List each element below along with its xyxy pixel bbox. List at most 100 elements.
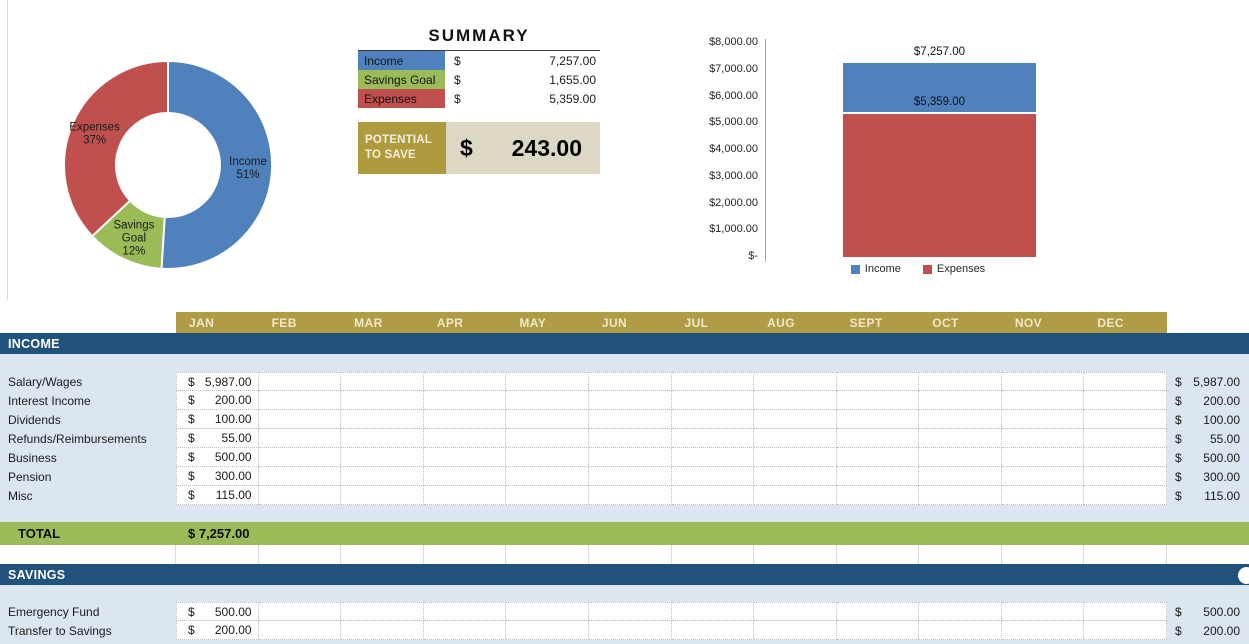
section-header-savings[interactable]: SAVINGS <box>0 564 1249 585</box>
month-empty-cell[interactable] <box>588 429 672 448</box>
donut-slice-expenses[interactable] <box>63 60 169 238</box>
month-empty-cell[interactable] <box>754 448 837 467</box>
month-empty-cell[interactable] <box>836 410 920 429</box>
row-label-cell[interactable]: Dividends <box>0 410 176 429</box>
month-empty-cell[interactable] <box>1084 448 1167 467</box>
month-header-nov[interactable]: NOV <box>1001 312 1085 333</box>
month-header-may[interactable]: MAY <box>506 312 589 333</box>
month-empty-cell[interactable] <box>588 410 672 429</box>
month-empty-cell[interactable] <box>423 602 507 621</box>
month-header-mar[interactable]: MAR <box>341 312 424 333</box>
month-empty-cell[interactable] <box>836 372 920 391</box>
month-empty-cell[interactable] <box>588 391 672 410</box>
month-empty-cell[interactable] <box>423 448 507 467</box>
month-empty-cell[interactable] <box>754 467 837 486</box>
month-empty-cell[interactable] <box>1001 621 1085 640</box>
row-label-cell[interactable]: Refunds/Reimbursements <box>0 429 176 448</box>
month-empty-cell[interactable] <box>671 391 755 410</box>
month-empty-cell[interactable] <box>919 486 1002 505</box>
month-empty-cell[interactable] <box>341 621 424 640</box>
month-empty-cell[interactable] <box>588 372 672 391</box>
month-header-apr[interactable]: APR <box>423 312 507 333</box>
month-empty-cell[interactable] <box>423 391 507 410</box>
bar-segment-income[interactable] <box>843 62 1036 114</box>
month-empty-cell[interactable] <box>258 467 342 486</box>
row-label-cell[interactable]: Pension <box>0 467 176 486</box>
month-empty-cell[interactable] <box>341 602 424 621</box>
month-empty-cell[interactable] <box>919 429 1002 448</box>
month-empty-cell[interactable] <box>423 410 507 429</box>
month-empty-cell[interactable] <box>836 429 920 448</box>
row-label-cell[interactable]: Interest Income <box>0 391 176 410</box>
month-empty-cell[interactable] <box>1001 391 1085 410</box>
month-empty-cell[interactable] <box>754 410 837 429</box>
month-empty-cell[interactable] <box>671 486 755 505</box>
month-empty-cell[interactable] <box>506 410 589 429</box>
bar-segment-expenses[interactable] <box>843 113 1036 257</box>
month-empty-cell[interactable] <box>506 467 589 486</box>
month-empty-cell[interactable] <box>671 372 755 391</box>
month-empty-cell[interactable] <box>919 448 1002 467</box>
month-empty-cell[interactable] <box>506 448 589 467</box>
jan-value-cell[interactable]: $55.00 <box>176 429 259 448</box>
month-empty-cell[interactable] <box>1084 391 1167 410</box>
month-empty-cell[interactable] <box>671 621 755 640</box>
month-empty-cell[interactable] <box>1001 372 1085 391</box>
month-empty-cell[interactable] <box>341 391 424 410</box>
month-empty-cell[interactable] <box>588 467 672 486</box>
month-empty-cell[interactable] <box>423 372 507 391</box>
month-empty-cell[interactable] <box>754 372 837 391</box>
row-label-cell[interactable]: Misc <box>0 486 176 505</box>
month-empty-cell[interactable] <box>671 410 755 429</box>
month-empty-cell[interactable] <box>919 467 1002 486</box>
month-empty-cell[interactable] <box>341 486 424 505</box>
month-empty-cell[interactable] <box>423 621 507 640</box>
month-empty-cell[interactable] <box>341 372 424 391</box>
month-empty-cell[interactable] <box>423 467 507 486</box>
month-empty-cell[interactable] <box>258 429 342 448</box>
row-label-cell[interactable]: Salary/Wages <box>0 372 176 391</box>
month-empty-cell[interactable] <box>1001 429 1085 448</box>
month-empty-cell[interactable] <box>836 467 920 486</box>
month-empty-cell[interactable] <box>754 429 837 448</box>
month-empty-cell[interactable] <box>588 621 672 640</box>
month-header-jul[interactable]: JUL <box>671 312 755 333</box>
month-empty-cell[interactable] <box>836 448 920 467</box>
month-empty-cell[interactable] <box>258 602 342 621</box>
jan-value-cell[interactable]: $200.00 <box>176 621 259 640</box>
month-empty-cell[interactable] <box>671 467 755 486</box>
month-empty-cell[interactable] <box>836 486 920 505</box>
month-empty-cell[interactable] <box>506 621 589 640</box>
budget-breakdown-donut-chart[interactable]: Income 51% Savings Goal 12% Expenses 37% <box>0 0 345 305</box>
month-empty-cell[interactable] <box>1001 486 1085 505</box>
month-header-aug[interactable]: AUG <box>754 312 837 333</box>
month-empty-cell[interactable] <box>588 602 672 621</box>
month-empty-cell[interactable] <box>836 602 920 621</box>
month-empty-cell[interactable] <box>506 391 589 410</box>
month-empty-cell[interactable] <box>671 429 755 448</box>
month-empty-cell[interactable] <box>258 486 342 505</box>
month-empty-cell[interactable] <box>1084 602 1167 621</box>
month-empty-cell[interactable] <box>341 429 424 448</box>
month-empty-cell[interactable] <box>258 410 342 429</box>
jan-value-cell[interactable]: $200.00 <box>176 391 259 410</box>
month-empty-cell[interactable] <box>1084 486 1167 505</box>
jan-value-cell[interactable]: $300.00 <box>176 467 259 486</box>
donut-slice-income[interactable] <box>160 60 274 270</box>
month-empty-cell[interactable] <box>506 429 589 448</box>
income-vs-expenses-bar-chart[interactable]: $8,000.00 $7,000.00 $6,000.00 $5,000.00 $4,0… <box>690 20 1046 292</box>
month-empty-cell[interactable] <box>423 429 507 448</box>
month-empty-cell[interactable] <box>1084 429 1167 448</box>
month-header-dec[interactable]: DEC <box>1084 312 1167 333</box>
month-empty-cell[interactable] <box>754 486 837 505</box>
month-empty-cell[interactable] <box>919 410 1002 429</box>
month-header-jun[interactable]: JUN <box>588 312 672 333</box>
jan-value-cell[interactable]: $100.00 <box>176 410 259 429</box>
month-empty-cell[interactable] <box>423 486 507 505</box>
month-empty-cell[interactable] <box>1001 410 1085 429</box>
month-empty-cell[interactable] <box>1084 410 1167 429</box>
income-total-row[interactable]: TOTAL $ 7,257.00 <box>0 522 1249 545</box>
month-header-jan[interactable]: JAN <box>176 312 259 333</box>
month-empty-cell[interactable] <box>1084 372 1167 391</box>
month-empty-cell[interactable] <box>1001 448 1085 467</box>
